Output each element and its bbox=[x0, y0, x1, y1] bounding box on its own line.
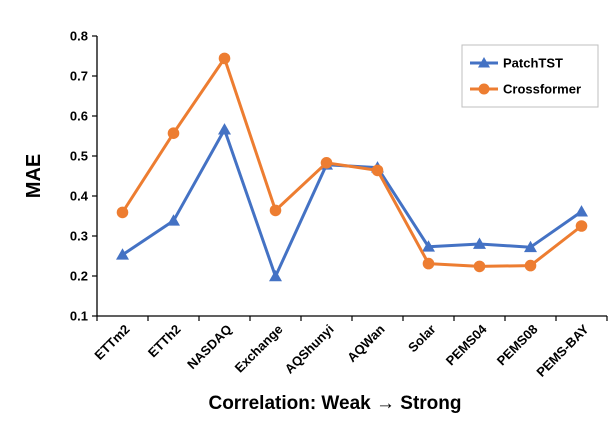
x-tick-label: PEMS-BAY bbox=[533, 321, 592, 380]
legend-label: PatchTST bbox=[503, 56, 563, 71]
legend-marker bbox=[478, 83, 490, 95]
data-point bbox=[218, 52, 231, 65]
data-point bbox=[575, 205, 588, 217]
chart-series bbox=[116, 52, 588, 282]
x-axis-title: Correlation: Weak → Strong bbox=[208, 393, 461, 414]
data-point bbox=[167, 127, 180, 139]
data-point bbox=[422, 240, 435, 252]
data-point bbox=[473, 237, 486, 249]
x-tick-label: PEMS08 bbox=[494, 322, 541, 369]
data-point bbox=[167, 214, 180, 226]
y-axis-title: MAE bbox=[23, 154, 45, 198]
x-tick-label: ETTh2 bbox=[145, 322, 184, 361]
legend-marker bbox=[478, 57, 490, 68]
x-tick-label: ETTm2 bbox=[91, 322, 132, 363]
data-point bbox=[473, 260, 486, 273]
legend-label: Crossformer bbox=[503, 82, 581, 97]
series-line bbox=[121, 56, 583, 268]
data-point bbox=[524, 259, 537, 272]
y-tick-label: 0.8 bbox=[70, 29, 88, 44]
data-point bbox=[320, 157, 333, 169]
y-tick-label: 0.7 bbox=[70, 69, 88, 84]
data-point bbox=[116, 206, 129, 219]
data-point bbox=[371, 164, 384, 177]
y-tick-label: 0.4 bbox=[70, 189, 89, 204]
chart-legend: PatchTST Crossformer bbox=[461, 44, 599, 108]
data-point bbox=[575, 220, 588, 232]
series-line bbox=[121, 128, 583, 278]
series-crossformer bbox=[116, 52, 588, 273]
data-point bbox=[269, 204, 282, 217]
x-tick-label: Solar bbox=[405, 322, 439, 356]
y-tick-label: 0.2 bbox=[70, 269, 88, 284]
x-tick-label: AQShunyi bbox=[282, 322, 337, 377]
y-tick-label: 0.3 bbox=[70, 229, 88, 244]
x-tick-label: Exchange bbox=[232, 322, 286, 376]
data-point bbox=[524, 240, 537, 253]
y-tick-label: 0.1 bbox=[70, 309, 88, 324]
legend-box bbox=[461, 44, 599, 108]
data-point bbox=[116, 248, 129, 260]
x-tick-label: PEMS04 bbox=[443, 321, 490, 368]
y-tick-label: 0.5 bbox=[70, 149, 88, 164]
x-tick-label: NASDAQ bbox=[184, 322, 234, 372]
data-point bbox=[269, 269, 282, 282]
data-point bbox=[218, 123, 231, 135]
x-tick-label: AQWan bbox=[344, 321, 387, 364]
y-tick-label: 0.6 bbox=[70, 109, 88, 124]
series-patchtst bbox=[116, 123, 588, 282]
data-point bbox=[422, 257, 435, 270]
y-axis-ticks: 0.1 0.2 0.3 0.4 0.5 0.6 0.7 0.8 bbox=[70, 29, 97, 324]
